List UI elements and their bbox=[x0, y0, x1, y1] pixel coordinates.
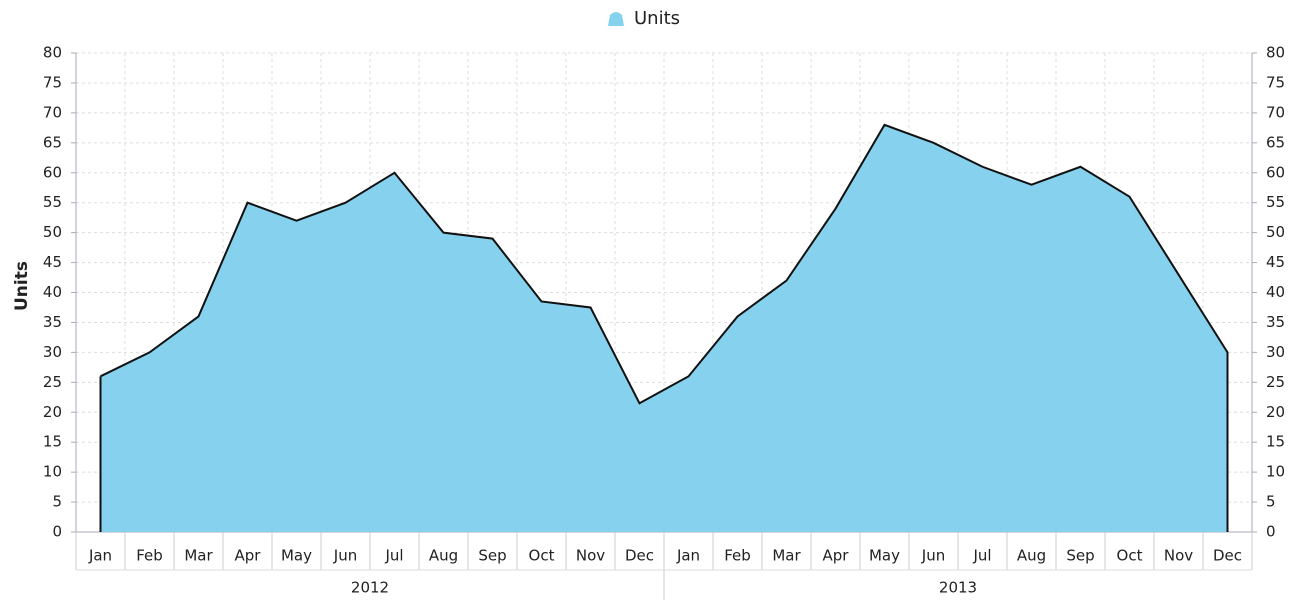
x-tick-label: Nov bbox=[1164, 547, 1193, 565]
y2-tick-label: 0 bbox=[1266, 523, 1276, 541]
x-tick-label: Aug bbox=[1017, 547, 1046, 565]
y2-tick-label: 60 bbox=[1266, 163, 1285, 181]
y-tick-label: 40 bbox=[43, 283, 62, 301]
x-tick-label: Feb bbox=[136, 547, 163, 565]
y-tick-label: 65 bbox=[43, 133, 62, 151]
y2-tick-label: 45 bbox=[1266, 253, 1285, 271]
legend-swatch bbox=[608, 12, 624, 26]
x-tick-label: Mar bbox=[772, 547, 801, 565]
y2-tick-label: 75 bbox=[1266, 73, 1285, 91]
y2-tick-label: 40 bbox=[1266, 283, 1285, 301]
x-tick-label: Nov bbox=[576, 547, 605, 565]
y-tick-label: 55 bbox=[43, 193, 62, 211]
y-tick-label: 15 bbox=[43, 433, 62, 451]
y-tick-label: 30 bbox=[43, 343, 62, 361]
x-group-label: 2013 bbox=[939, 579, 977, 597]
y-tick-label: 0 bbox=[52, 523, 62, 541]
area-line bbox=[99, 123, 1229, 532]
y-tick-label: 25 bbox=[43, 373, 62, 391]
y-tick-label: 50 bbox=[43, 223, 62, 241]
y2-tick-label: 50 bbox=[1266, 223, 1285, 241]
x-tick-label: Jan bbox=[676, 547, 700, 565]
x-tick-label: Sep bbox=[1066, 547, 1094, 565]
x-tick-label: May bbox=[281, 547, 312, 565]
y2-tick-label: 15 bbox=[1266, 433, 1285, 451]
legend-label: Units bbox=[634, 8, 680, 29]
y-tick-label: 60 bbox=[43, 163, 62, 181]
x-tick-label: Jun bbox=[921, 547, 945, 565]
x-tick-label: Apr bbox=[235, 547, 262, 565]
y2-tick-label: 5 bbox=[1266, 493, 1276, 511]
x-tick-label: Oct bbox=[1117, 547, 1143, 565]
y-tick-label: 80 bbox=[43, 44, 62, 62]
y-axis-title: Units bbox=[12, 261, 32, 311]
y2-tick-label: 80 bbox=[1266, 44, 1285, 62]
x-tick-label: Dec bbox=[625, 547, 654, 565]
x-tick-label: Sep bbox=[478, 547, 506, 565]
y2-tick-label: 35 bbox=[1266, 313, 1285, 331]
x-tick-label: Jul bbox=[972, 547, 991, 565]
y-tick-label: 5 bbox=[52, 493, 62, 511]
x-tick-label: Mar bbox=[184, 547, 213, 565]
area bbox=[100, 124, 1228, 532]
y2-tick-label: 10 bbox=[1266, 463, 1285, 481]
x-tick-label: Feb bbox=[724, 547, 751, 565]
x-tick-label: Oct bbox=[529, 547, 555, 565]
y2-tick-label: 25 bbox=[1266, 373, 1285, 391]
x-tick-label: Aug bbox=[429, 547, 458, 565]
y2-tick-label: 70 bbox=[1266, 103, 1285, 121]
y-tick-label: 35 bbox=[43, 313, 62, 331]
y2-tick-label: 20 bbox=[1266, 403, 1285, 421]
y-tick-label: 20 bbox=[43, 403, 62, 421]
x-tick-label: May bbox=[869, 547, 900, 565]
x-tick-label: Jun bbox=[333, 547, 357, 565]
y-tick-label: 45 bbox=[43, 253, 62, 271]
y2-tick-label: 30 bbox=[1266, 343, 1285, 361]
x-tick-label: Apr bbox=[823, 547, 850, 565]
x-tick-label: Jul bbox=[384, 547, 403, 565]
y-tick-label: 75 bbox=[43, 73, 62, 91]
y-tick-label: 70 bbox=[43, 103, 62, 121]
x-tick-label: Jan bbox=[88, 547, 112, 565]
y-tick-label: 10 bbox=[43, 463, 62, 481]
y2-tick-label: 55 bbox=[1266, 193, 1285, 211]
x-group-label: 2012 bbox=[351, 579, 389, 597]
x-tick-label: Dec bbox=[1213, 547, 1242, 565]
y2-tick-label: 65 bbox=[1266, 133, 1285, 151]
